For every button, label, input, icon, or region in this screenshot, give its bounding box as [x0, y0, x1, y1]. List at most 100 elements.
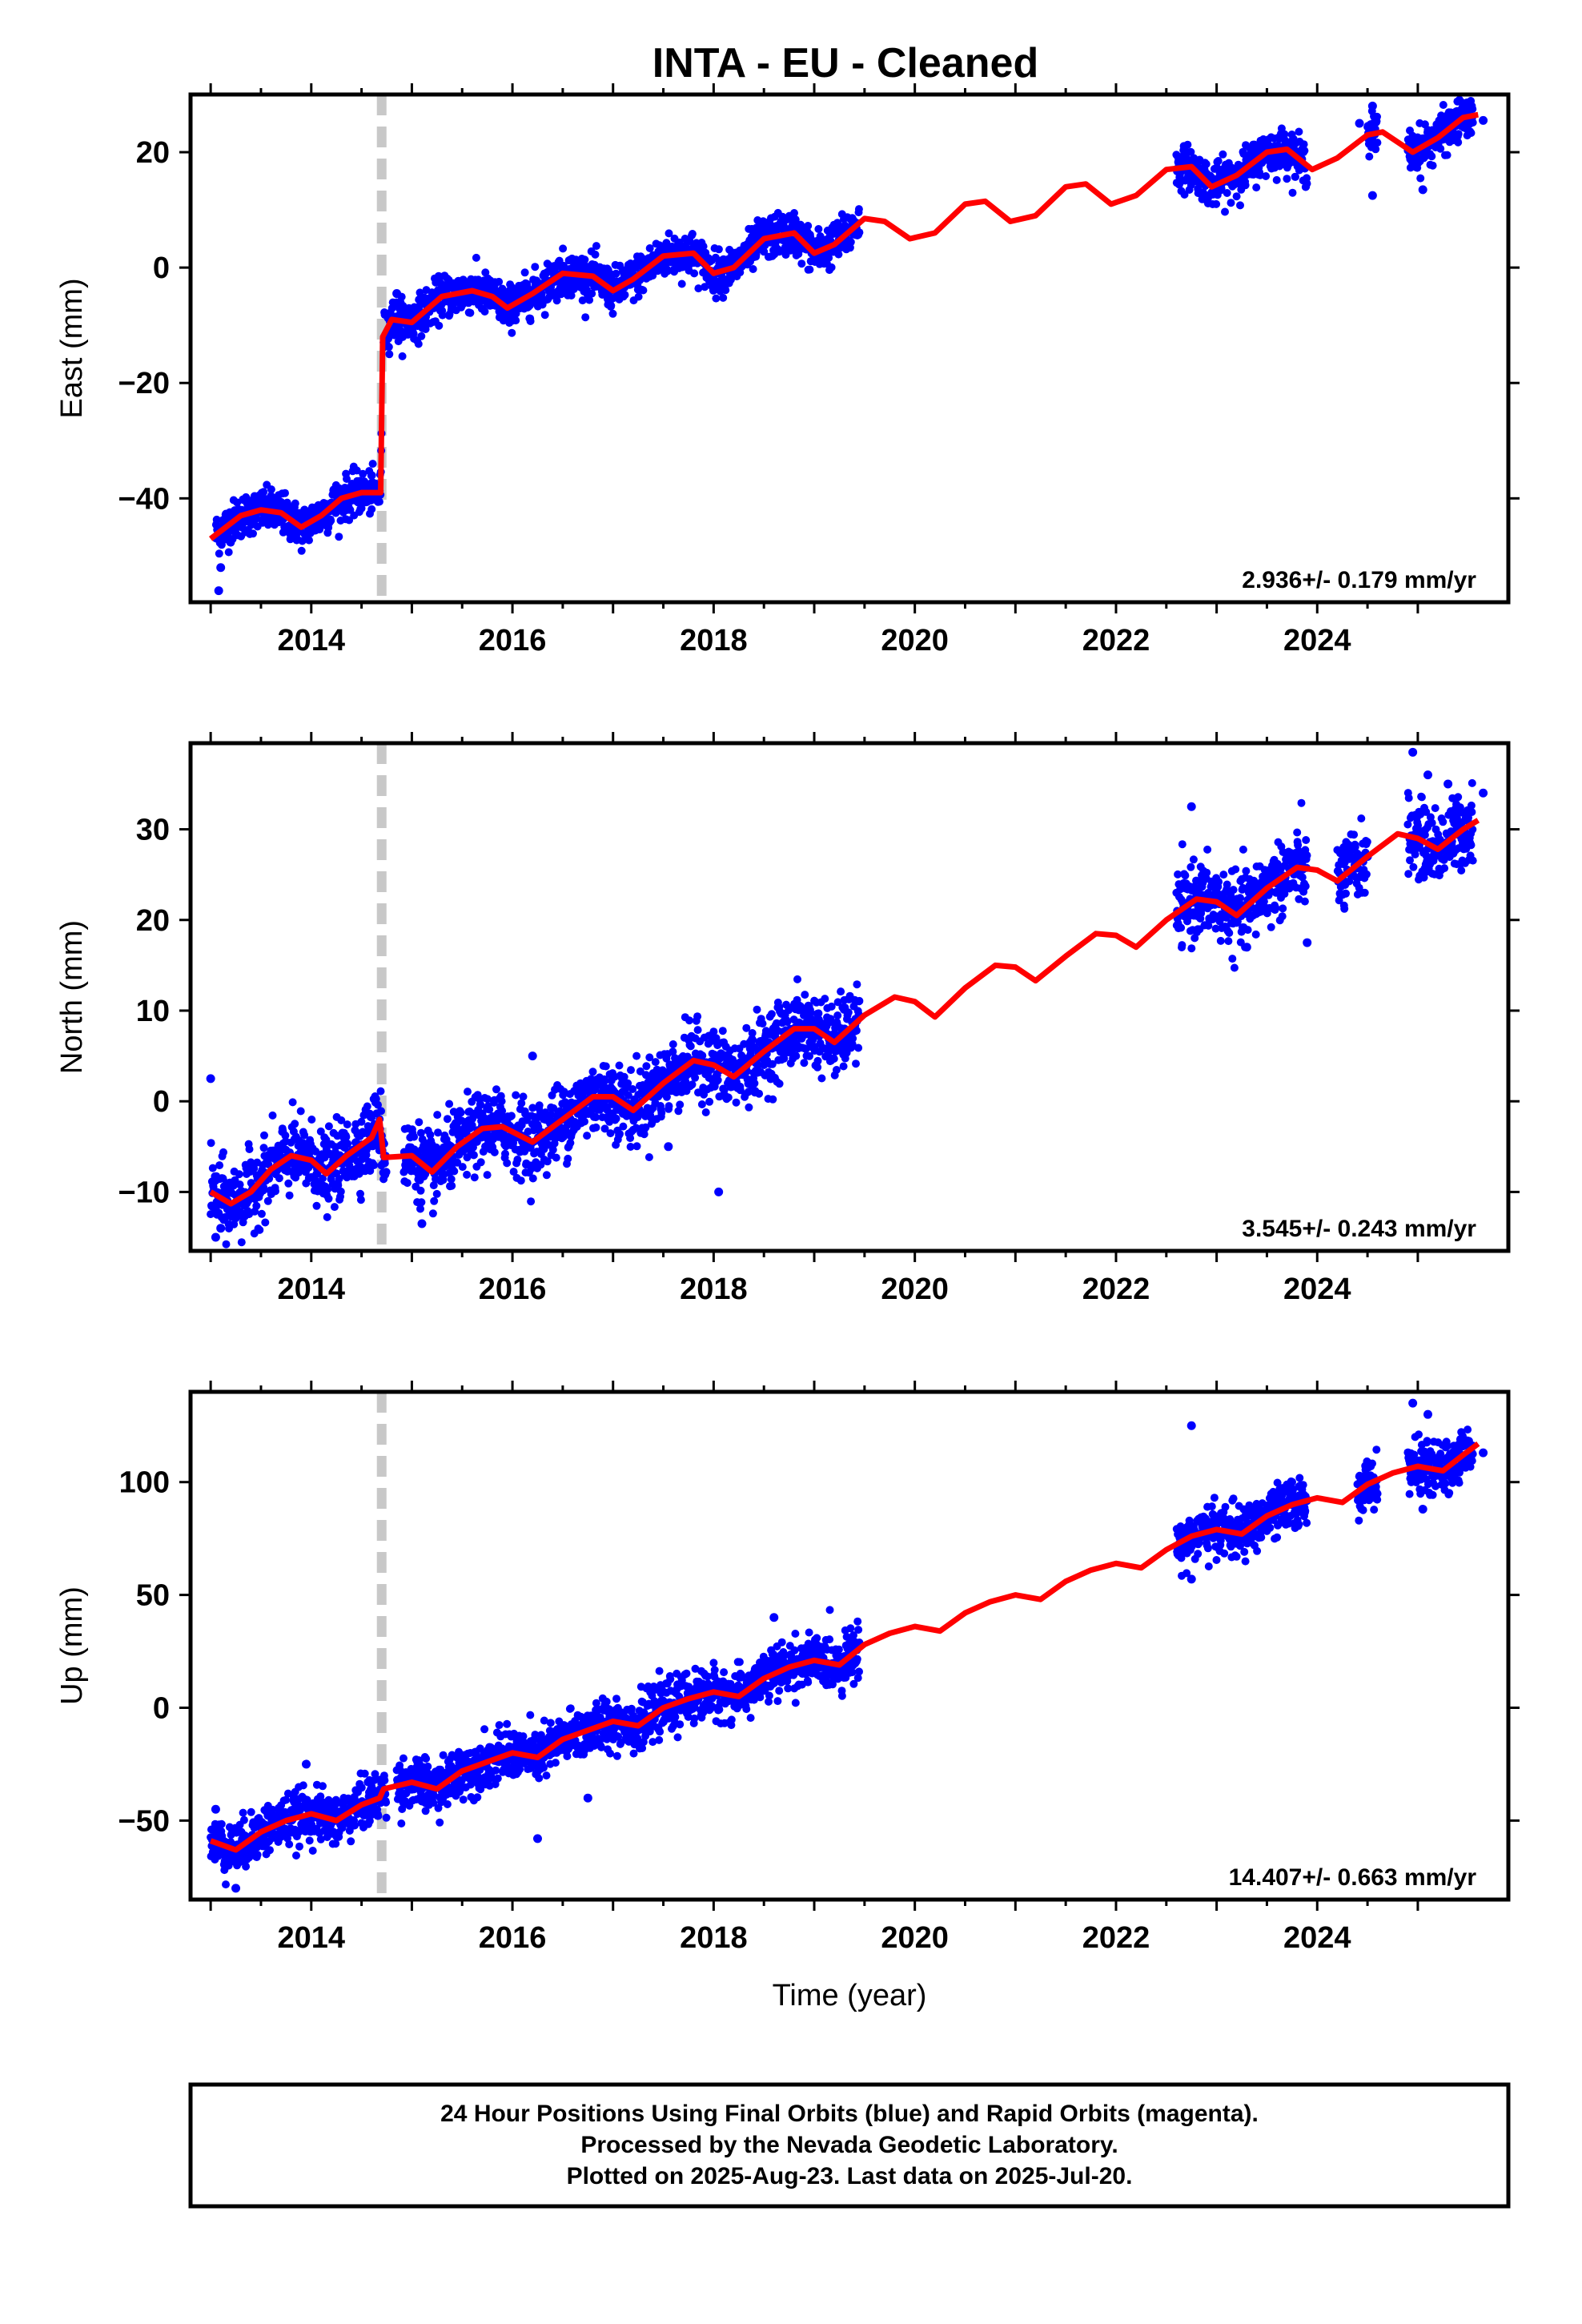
data-point — [721, 286, 730, 295]
data-point — [520, 268, 529, 277]
data-points — [211, 95, 1488, 596]
data-point — [827, 263, 836, 271]
data-point — [775, 1080, 784, 1088]
data-point — [1373, 139, 1382, 147]
data-point — [343, 475, 351, 483]
data-point — [1362, 870, 1371, 879]
data-point — [1243, 926, 1252, 935]
data-point — [261, 1218, 270, 1227]
data-point — [430, 1196, 439, 1205]
data-point — [438, 311, 447, 320]
data-point — [527, 1197, 536, 1206]
data-point — [601, 1062, 610, 1071]
data-point — [385, 350, 394, 359]
data-point — [634, 292, 643, 301]
data-point — [469, 1151, 478, 1160]
data-point — [1454, 138, 1463, 147]
data-point — [570, 284, 579, 292]
data-point — [645, 244, 654, 252]
data-point — [1297, 798, 1306, 807]
data-point — [792, 1051, 801, 1060]
data-point — [288, 1098, 297, 1107]
data-point — [219, 1148, 227, 1156]
data-point — [712, 294, 721, 303]
data-point — [619, 1122, 628, 1131]
data-point — [377, 1107, 385, 1116]
data-point — [1436, 144, 1445, 153]
data-point — [616, 1129, 624, 1138]
data-point — [259, 488, 268, 497]
data-point — [370, 1161, 379, 1169]
data-point — [559, 244, 568, 253]
data-point — [1454, 130, 1463, 139]
data-point — [552, 296, 561, 305]
data-point — [732, 1098, 741, 1107]
data-point — [512, 1091, 520, 1100]
data-point — [1468, 856, 1477, 865]
data-point — [821, 995, 829, 1003]
data-point — [472, 253, 480, 262]
data-point — [1417, 793, 1426, 802]
data-point — [307, 1116, 316, 1124]
data-point — [448, 1181, 456, 1190]
outlier-point — [417, 1219, 427, 1228]
data-point — [1231, 865, 1240, 874]
data-point — [620, 291, 629, 300]
data-point — [693, 1012, 702, 1021]
data-point — [632, 1142, 641, 1151]
data-point — [1301, 882, 1310, 891]
data-point — [760, 247, 769, 256]
data-point — [1236, 201, 1244, 210]
x-tick-label: 2020 — [881, 624, 949, 657]
data-point — [1242, 866, 1251, 875]
data-point — [627, 1066, 635, 1075]
data-point — [688, 1080, 697, 1089]
data-point — [268, 1111, 277, 1120]
data-point — [676, 1100, 685, 1109]
data-point — [628, 1085, 637, 1093]
data-point — [719, 293, 728, 302]
data-point — [769, 1095, 777, 1104]
data-point — [580, 255, 589, 264]
data-point — [445, 1100, 454, 1108]
data-point — [1303, 179, 1311, 188]
data-point — [1365, 152, 1374, 161]
data-point — [501, 1149, 509, 1158]
outlier-point — [1303, 938, 1312, 947]
data-point — [249, 529, 257, 538]
data-point — [713, 1076, 722, 1084]
data-point — [463, 1170, 472, 1179]
data-point — [356, 1196, 365, 1204]
data-point — [855, 228, 864, 237]
data-point — [669, 1040, 677, 1048]
data-point — [797, 259, 806, 268]
data-point — [367, 505, 376, 513]
data-point — [224, 548, 233, 557]
panel-north: 2014 2016 2018 2020 2022 2024−100102030North … — [55, 732, 1520, 1306]
outlier-point — [1355, 119, 1364, 128]
data-point — [1428, 161, 1437, 170]
data-point — [1215, 878, 1223, 887]
data-point — [1363, 838, 1371, 846]
data-point — [296, 1107, 305, 1116]
data-point — [1468, 778, 1476, 787]
data-point — [498, 284, 507, 293]
outlier-point — [392, 289, 402, 299]
data-point — [1236, 894, 1244, 903]
data-point — [813, 1056, 822, 1065]
data-point — [1468, 105, 1477, 114]
data-point — [1189, 855, 1198, 864]
data-point — [330, 1203, 339, 1212]
outlier-point — [1367, 101, 1377, 111]
y-tick-label: 0 — [153, 251, 170, 285]
data-point — [516, 1176, 525, 1185]
data-point — [714, 245, 723, 254]
data-point — [591, 250, 600, 259]
data-point — [357, 504, 366, 513]
outlier-point — [1242, 943, 1251, 952]
data-point — [705, 1097, 714, 1106]
data-point — [834, 250, 843, 259]
data-point — [1229, 886, 1238, 895]
outlier-point — [206, 1074, 215, 1084]
